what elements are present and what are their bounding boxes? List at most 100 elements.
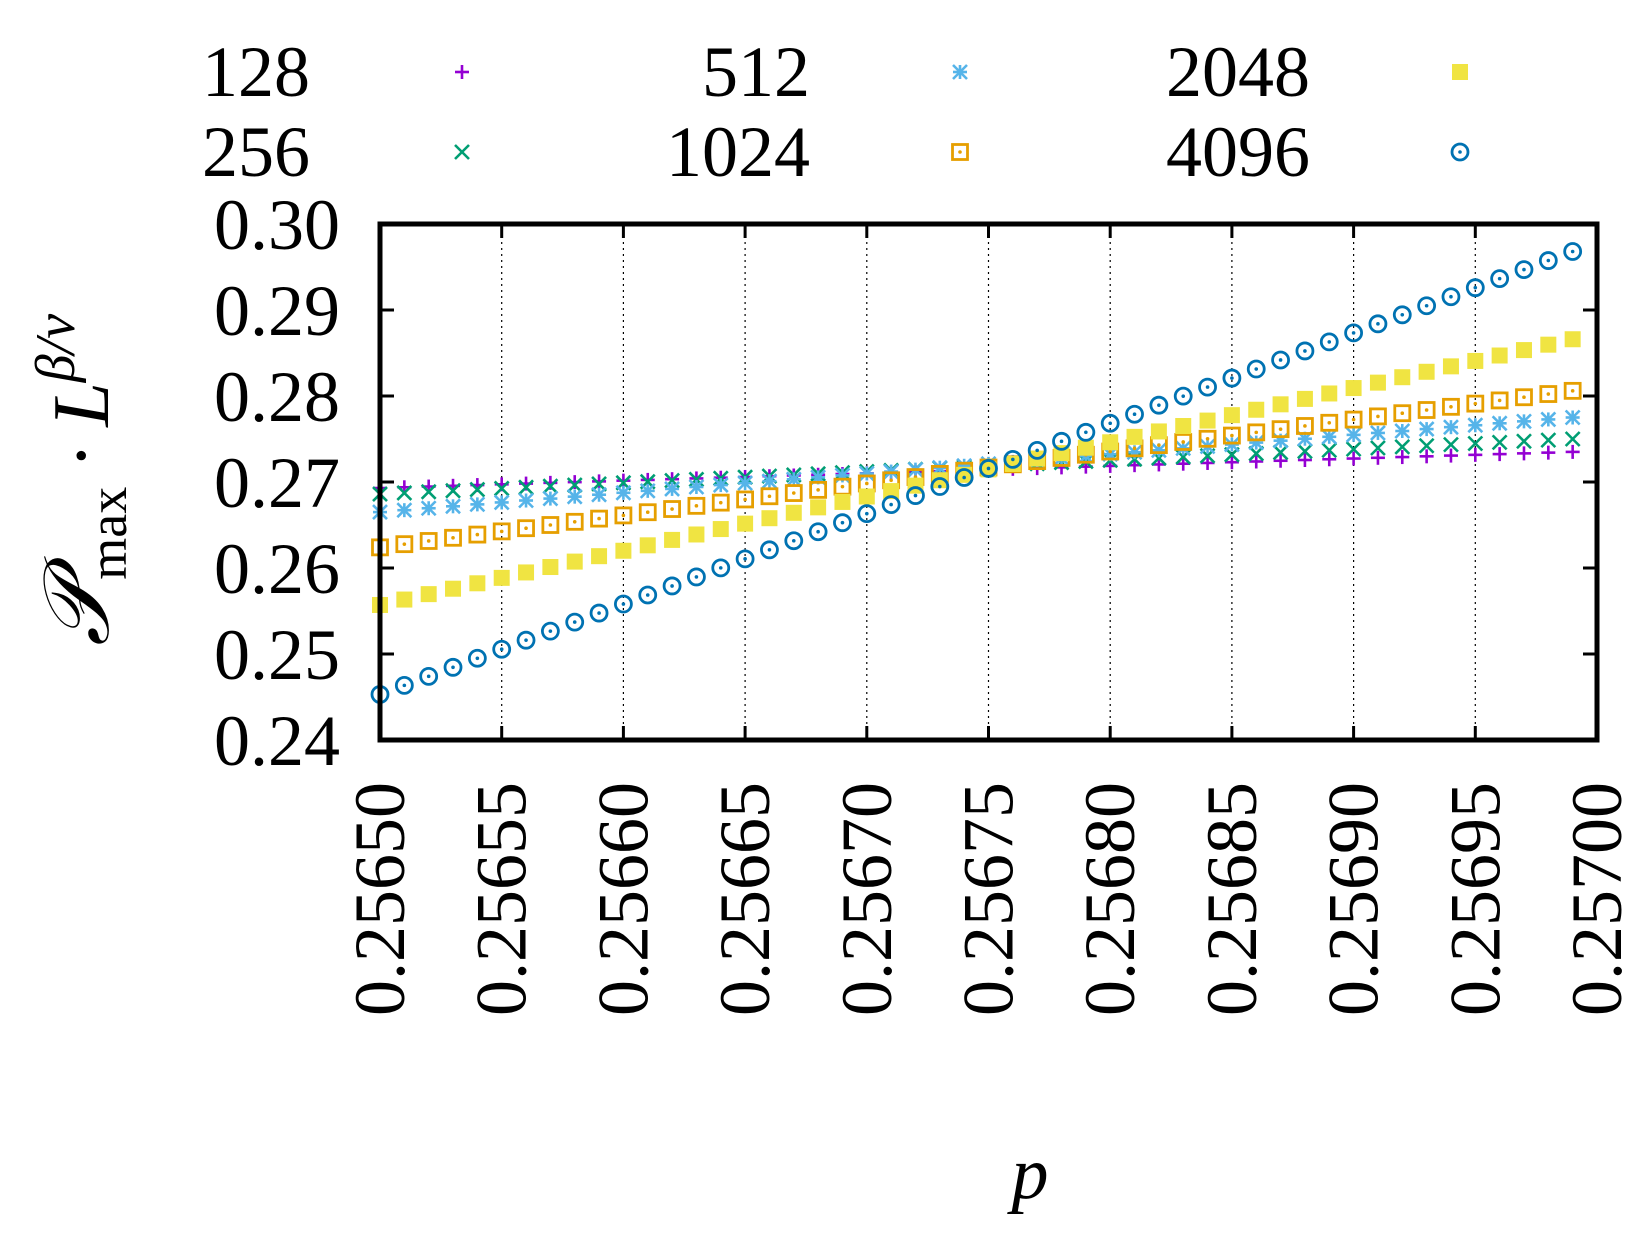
data-point — [1246, 359, 1266, 379]
data-point — [395, 535, 414, 554]
data-point — [1321, 385, 1338, 402]
data-point — [1297, 453, 1312, 468]
data-point — [664, 531, 681, 548]
data-point — [616, 473, 631, 488]
x-tick-label: 0.25650 — [340, 782, 420, 1016]
data-point — [688, 479, 705, 495]
data-point — [591, 486, 607, 503]
data-point — [1540, 432, 1557, 449]
data-point — [542, 490, 559, 507]
data-point — [954, 468, 974, 487]
data-point — [518, 479, 534, 496]
x-tick-label: 0.25675 — [949, 782, 1029, 1016]
data-point — [566, 553, 583, 570]
data-point — [785, 471, 802, 488]
data-point — [688, 526, 705, 543]
data-point — [467, 648, 487, 668]
y-tick-label: 0.25 — [214, 615, 340, 695]
x-tick-label: 0.25695 — [1435, 782, 1515, 1016]
data-point — [1515, 342, 1532, 359]
data-point — [662, 576, 682, 596]
data-point — [1565, 444, 1580, 459]
data-point — [542, 478, 559, 495]
data-point — [1273, 453, 1288, 468]
data-point — [420, 586, 437, 603]
data-point — [1322, 452, 1337, 467]
data-point — [1465, 278, 1485, 298]
data-point — [1176, 456, 1191, 471]
data-point — [1564, 331, 1581, 348]
data-point — [492, 639, 512, 659]
data-point — [1442, 397, 1460, 416]
data-point — [445, 498, 461, 515]
data-point — [1443, 419, 1459, 436]
legend-label: 4096 — [1166, 112, 1310, 192]
data-point — [1514, 260, 1534, 279]
x-tick-label: 0.25700 — [1557, 782, 1637, 1016]
data-point — [1295, 341, 1315, 361]
data-point — [1321, 428, 1338, 445]
data-point — [614, 594, 633, 614]
data-point — [566, 477, 583, 493]
data-point — [979, 459, 998, 478]
x-tick-label: 0.25685 — [1192, 782, 1272, 1016]
data-point — [638, 585, 658, 605]
data-point — [469, 575, 486, 592]
legend-label: 512 — [702, 32, 810, 112]
data-point — [785, 504, 802, 521]
data-point — [737, 515, 754, 532]
data-point — [1174, 433, 1193, 451]
data-point — [1516, 446, 1531, 461]
data-point — [1223, 436, 1240, 453]
data-point — [639, 537, 656, 554]
data-point — [906, 486, 925, 505]
data-point — [1538, 251, 1558, 270]
data-point — [1394, 369, 1411, 386]
data-point — [419, 666, 439, 686]
data-point — [736, 490, 754, 509]
legend-marker — [454, 144, 470, 160]
data-point — [1418, 437, 1435, 454]
data-point — [1271, 420, 1290, 439]
data-point — [1222, 368, 1242, 388]
data-point — [687, 496, 706, 515]
data-point — [1003, 450, 1023, 469]
legend-entry-1024: 1024 — [666, 112, 969, 192]
data-point — [712, 477, 729, 493]
axis-ticks: 0.25650 0.25655 0.25660 0.25665 0.25670 0.256… — [214, 185, 1637, 1016]
data-point — [1369, 407, 1387, 426]
data-point — [589, 603, 609, 623]
data-point — [567, 475, 582, 490]
data-point — [857, 504, 877, 524]
series-2048 — [372, 331, 1581, 613]
legend-marker — [455, 65, 469, 79]
data-point — [396, 502, 413, 519]
data-point — [1467, 352, 1484, 369]
data-point — [1491, 415, 1508, 432]
series-128 — [373, 444, 1580, 496]
data-point — [493, 494, 510, 511]
data-point — [1442, 358, 1459, 375]
data-point — [492, 522, 511, 541]
data-point — [1223, 426, 1241, 445]
data-point — [1198, 377, 1217, 397]
data-point — [761, 473, 778, 490]
legend-marker — [952, 64, 968, 80]
data-point — [1076, 422, 1096, 442]
data-point — [1563, 381, 1582, 400]
data-point — [1248, 434, 1265, 451]
data-point — [444, 528, 462, 547]
data-point — [518, 492, 534, 509]
data-point — [1296, 390, 1313, 407]
data-point — [493, 569, 510, 586]
data-point — [1418, 421, 1435, 438]
x-tick-label: 0.25665 — [705, 782, 785, 1016]
data-point — [1490, 269, 1510, 289]
data-point — [420, 483, 437, 500]
legend-label: 1024 — [666, 112, 810, 192]
data-point — [468, 525, 487, 544]
data-point — [1563, 242, 1583, 261]
data-point — [1052, 431, 1071, 451]
